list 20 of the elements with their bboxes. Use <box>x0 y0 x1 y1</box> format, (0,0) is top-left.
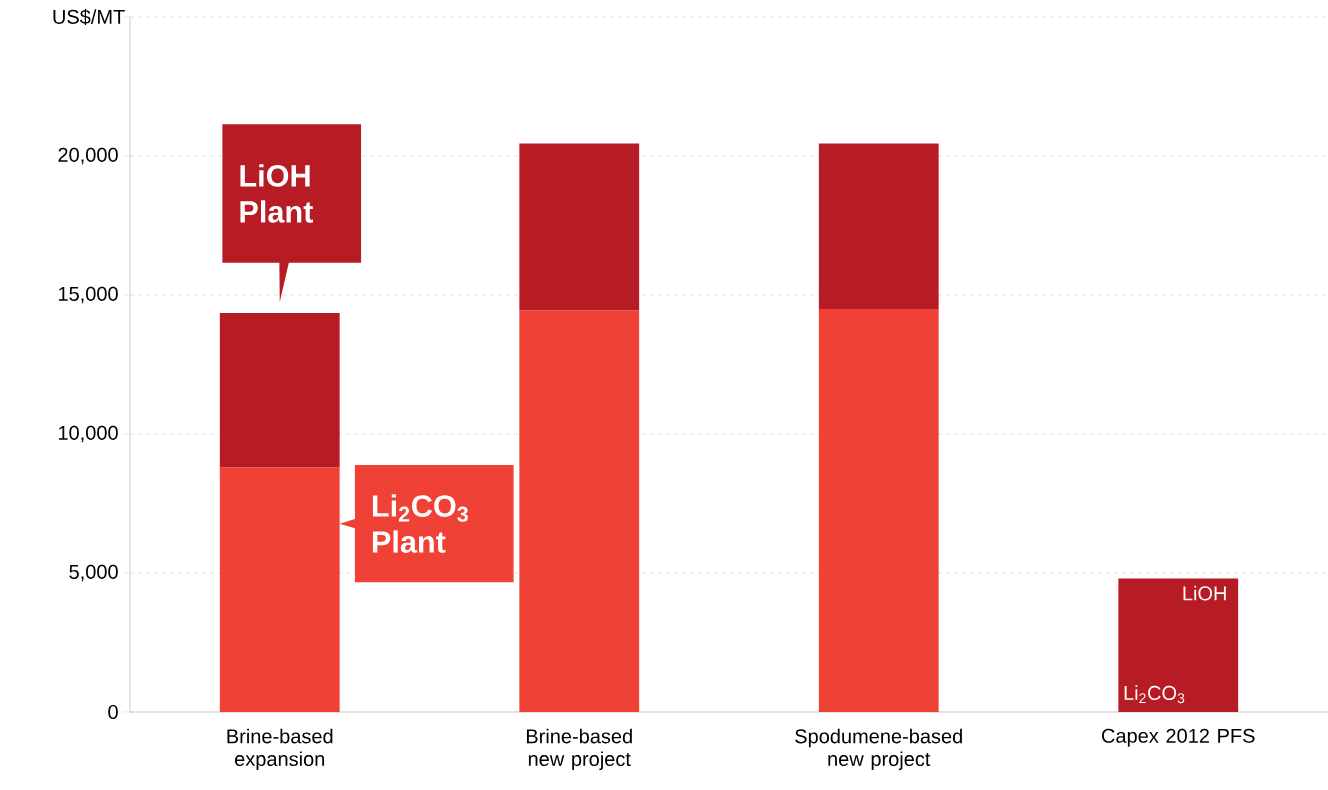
y-tick-label: 5,000 <box>69 564 118 582</box>
bar <box>519 143 640 311</box>
x-tick-label: Capex 2012 PFS <box>1102 728 1255 747</box>
annotation: LiOH <box>1183 585 1226 601</box>
y-tick-label: 10,000 <box>58 425 118 443</box>
bar <box>818 143 939 309</box>
bar <box>519 310 640 712</box>
x-tick-label: Brine-based expansion <box>227 728 333 771</box>
x-tick-label: Spodumene-based new project <box>795 728 962 771</box>
y-tick-label: 20,000 <box>58 147 118 165</box>
y-axis-title: US$/MT <box>53 8 125 26</box>
bar <box>818 308 939 712</box>
annotation: Li$_{2}$CO$_{3}$ <box>1124 685 1185 704</box>
y-tick-label: 0 <box>108 704 118 720</box>
series-label: Li$_{2}$CO$_{3}$ Plant <box>372 494 468 553</box>
y-tick-label: 15,000 <box>58 286 118 304</box>
bar <box>1118 578 1239 712</box>
x-tick-label: Brine-based new project <box>526 728 632 771</box>
text: LiOH Plant <box>240 164 314 223</box>
bar <box>219 313 340 468</box>
